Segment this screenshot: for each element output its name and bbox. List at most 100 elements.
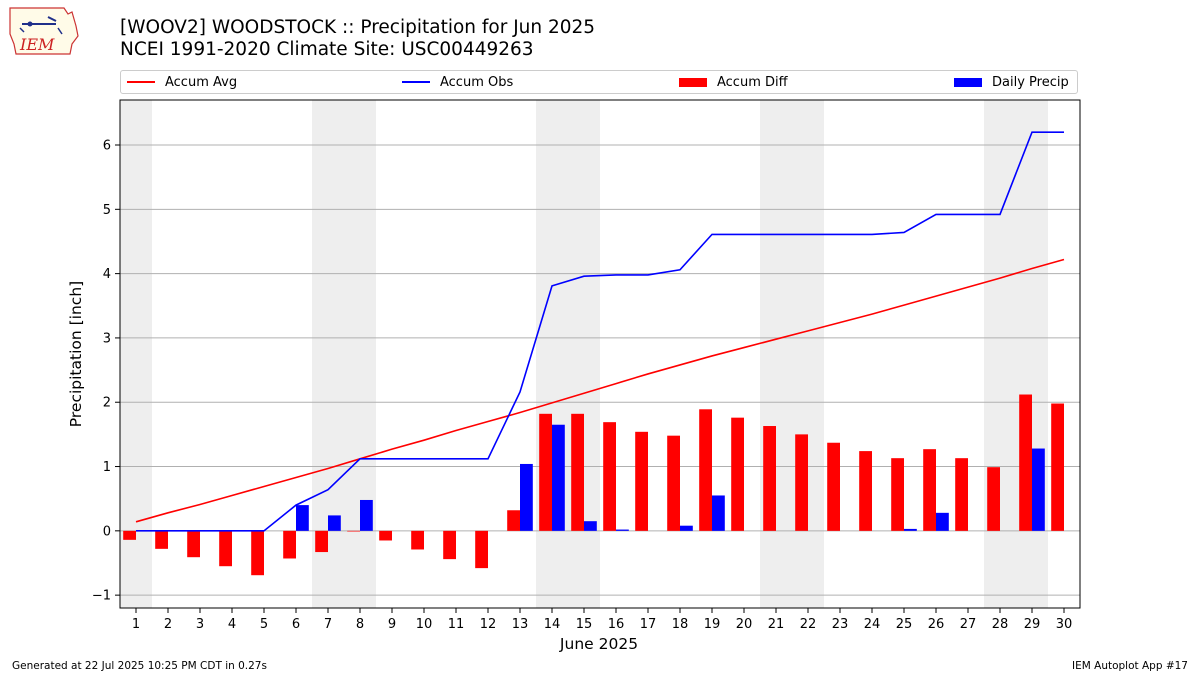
y-tick-label: −1 — [92, 589, 111, 604]
accum-diff-bar — [731, 417, 744, 531]
x-tick-label: 4 — [228, 617, 236, 632]
accum-diff-bar — [603, 422, 616, 531]
x-tick-label: 8 — [356, 617, 364, 632]
accum-diff-bar — [443, 530, 456, 560]
daily-precip-bar — [552, 424, 565, 531]
weekend-shade-14-15 — [536, 100, 600, 608]
accum-diff-bar — [315, 530, 328, 553]
accum-diff-bar — [891, 458, 904, 531]
accum-diff-bar — [219, 530, 232, 567]
accum-diff-bar — [667, 435, 680, 531]
chart-title-block: [WOOV2] WOODSTOCK :: Precipitation for J… — [120, 17, 595, 61]
daily-precip-bar — [520, 463, 533, 531]
legend-label-accum-avg: Accum Avg — [165, 74, 238, 90]
accum-diff-bar — [411, 530, 424, 550]
accum-diff-bar — [155, 530, 168, 549]
accum-obs-line — [136, 131, 1064, 532]
legend-label-accum-obs: Accum Obs — [440, 74, 514, 90]
accum-diff-bar — [827, 442, 840, 531]
accum-diff-bar — [123, 530, 136, 540]
accum-diff-bar — [923, 449, 936, 531]
accum-diff-bar — [571, 413, 584, 531]
legend-swatch-accum-avg — [127, 81, 155, 83]
x-tick-label: 11 — [448, 617, 465, 632]
accum-diff-bar — [507, 510, 520, 531]
x-tick-label: 3 — [196, 617, 204, 632]
accum-diff-bar — [539, 413, 552, 531]
legend-item-accum-obs: Accum Obs — [402, 71, 513, 93]
iowa-outline-icon — [9, 7, 79, 55]
x-tick-label: 22 — [800, 617, 817, 632]
legend-swatch-accum-diff — [679, 77, 707, 87]
x-tick-label: 6 — [292, 617, 300, 632]
chart-title: [WOOV2] WOODSTOCK :: Precipitation for J… — [120, 17, 596, 38]
x-axis-label: June 2025 — [559, 635, 638, 653]
daily-precip-bar — [680, 525, 693, 531]
weekend-shade-1-1 — [120, 100, 152, 608]
accum-diff-bar — [763, 426, 776, 531]
weekend-shade-21-22 — [760, 100, 824, 608]
accum-diff-bar — [699, 409, 712, 531]
legend-item-daily-precip: Daily Precip — [954, 71, 1069, 93]
x-tick-label: 30 — [1056, 617, 1073, 632]
daily-precip-bar — [904, 528, 917, 531]
x-tick-label: 12 — [480, 617, 497, 632]
x-tick-label: 7 — [324, 617, 332, 632]
accum-diff-bar — [635, 431, 648, 531]
accum-diff-bar — [987, 467, 1000, 531]
accum-diff-bar — [1019, 394, 1032, 531]
legend-item-accum-avg: Accum Avg — [127, 71, 237, 93]
x-tick-label: 9 — [388, 617, 396, 632]
legend-label-accum-diff: Accum Diff — [717, 74, 788, 90]
x-tick-label: 21 — [768, 617, 785, 632]
x-tick-label: 26 — [928, 617, 945, 632]
x-tick-label: 24 — [864, 617, 881, 632]
legend-item-accum-diff: Accum Diff — [679, 71, 788, 93]
x-tick-label: 14 — [544, 617, 561, 632]
accum-diff-bar — [955, 458, 968, 531]
accum-diff-bar — [251, 530, 264, 576]
y-tick-label: 3 — [103, 331, 111, 346]
y-tick-label: 2 — [103, 396, 111, 411]
daily-precip-bar — [584, 521, 597, 531]
legend-swatch-accum-obs — [402, 81, 430, 83]
x-tick-label: 25 — [896, 617, 913, 632]
chart-subtitle: NCEI 1991-2020 Climate Site: USC00449263 — [120, 39, 534, 60]
daily-precip-bar — [296, 505, 309, 531]
x-tick-label: 19 — [704, 617, 721, 632]
iem-logo: IEM — [9, 7, 79, 55]
x-tick-label: 17 — [640, 617, 657, 632]
accum-diff-bar — [283, 530, 296, 559]
x-tick-label: 2 — [164, 617, 172, 632]
legend-swatch-daily-precip — [954, 77, 982, 87]
daily-precip-bar — [360, 499, 373, 531]
daily-precip-bar — [936, 512, 949, 531]
x-tick-label: 20 — [736, 617, 753, 632]
x-tick-label: 10 — [416, 617, 433, 632]
legend-label-daily-precip: Daily Precip — [992, 74, 1069, 90]
y-tick-label: 1 — [103, 460, 111, 475]
logo-text: IEM — [19, 35, 55, 54]
weekend-shade-28-29 — [984, 100, 1048, 608]
accum-diff-bar — [1051, 403, 1064, 531]
x-tick-label: 1 — [132, 617, 140, 632]
x-tick-label: 23 — [832, 617, 849, 632]
x-tick-label: 27 — [960, 617, 977, 632]
x-tick-label: 16 — [608, 617, 625, 632]
accum-diff-bar — [859, 451, 872, 531]
x-tick-label: 13 — [512, 617, 529, 632]
daily-precip-bar — [616, 529, 629, 531]
accum-diff-bar — [475, 530, 488, 569]
x-tick-label: 18 — [672, 617, 689, 632]
daily-precip-bar — [712, 495, 725, 531]
x-tick-label: 28 — [992, 617, 1009, 632]
x-tick-label: 5 — [260, 617, 268, 632]
app-credit: IEM Autoplot App #17 — [1072, 660, 1188, 672]
daily-precip-bar — [328, 515, 341, 531]
y-axis-label: Precipitation [inch] — [67, 281, 85, 427]
daily-precip-bar — [1032, 448, 1045, 531]
accum-diff-bar — [379, 530, 392, 541]
y-tick-label: 4 — [103, 267, 111, 282]
generated-timestamp: Generated at 22 Jul 2025 10:25 PM CDT in… — [12, 660, 267, 672]
